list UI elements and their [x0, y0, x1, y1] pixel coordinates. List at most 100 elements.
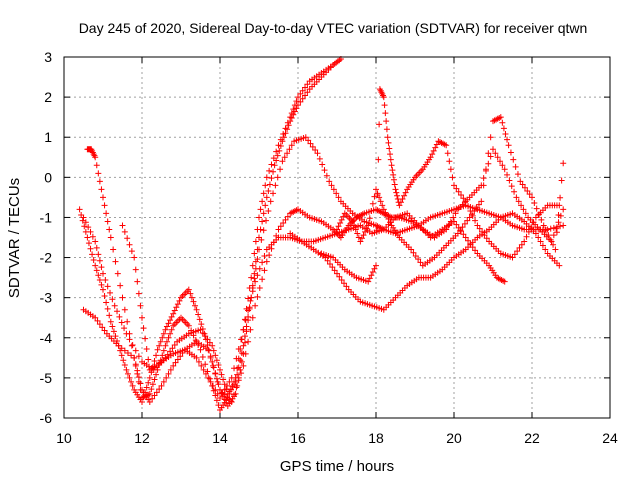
- data-point: [366, 215, 373, 222]
- data-point: [95, 170, 102, 177]
- data-point: [371, 265, 378, 272]
- data-series: [80, 134, 567, 397]
- data-point: [373, 262, 379, 269]
- data-point: [220, 376, 227, 383]
- data-point: [231, 391, 238, 398]
- data-point: [128, 352, 135, 359]
- data-point: [273, 157, 280, 164]
- data-point: [449, 174, 456, 181]
- data-point: [202, 333, 209, 340]
- data-series: [119, 210, 508, 401]
- data-point: [510, 156, 517, 163]
- data-point: [121, 347, 128, 354]
- data-point: [221, 386, 228, 393]
- data-point: [382, 209, 389, 216]
- data-point: [217, 394, 223, 401]
- data-point: [159, 352, 166, 359]
- data-point: [552, 246, 559, 253]
- data-point: [207, 378, 214, 385]
- data-point: [121, 228, 128, 235]
- data-point: [538, 216, 545, 223]
- data-point: [107, 289, 114, 296]
- data-point: [341, 280, 348, 287]
- data-point: [451, 218, 457, 225]
- data-point: [134, 367, 141, 374]
- data-point: [513, 194, 520, 201]
- data-point: [482, 166, 489, 173]
- data-point: [212, 352, 219, 359]
- data-point: [537, 238, 544, 245]
- data-point: [168, 326, 175, 333]
- data-point: [242, 317, 249, 324]
- data-point: [505, 142, 512, 149]
- data-point: [165, 370, 172, 377]
- data-point: [84, 234, 91, 241]
- data-point: [123, 366, 130, 373]
- data-point: [295, 94, 301, 101]
- data-point: [148, 386, 155, 393]
- data-point: [258, 236, 265, 243]
- x-tick-label: 18: [368, 430, 384, 446]
- data-point: [444, 150, 451, 157]
- data-point: [173, 304, 180, 311]
- data-point: [251, 275, 258, 282]
- data-point: [196, 316, 203, 323]
- data-point: [257, 206, 264, 213]
- data-point: [373, 227, 380, 234]
- data-point: [101, 327, 108, 334]
- data-point: [443, 142, 450, 149]
- data-point: [100, 270, 106, 277]
- data-point: [82, 219, 89, 226]
- data-point: [539, 242, 546, 249]
- data-point: [151, 392, 158, 399]
- x-tick-label: 16: [290, 430, 306, 446]
- data-point: [188, 294, 195, 301]
- data-point: [248, 294, 255, 301]
- data-points: [76, 56, 567, 413]
- data-point: [159, 334, 166, 341]
- data-point: [480, 182, 487, 189]
- data-point: [293, 105, 300, 112]
- data-point: [476, 225, 483, 232]
- data-point: [107, 234, 114, 241]
- data-point: [263, 258, 270, 265]
- data-point: [433, 141, 440, 148]
- data-point: [231, 365, 238, 372]
- data-point: [200, 366, 207, 373]
- y-tick-label: -4: [40, 330, 53, 346]
- data-point: [132, 361, 139, 368]
- data-point: [284, 150, 291, 157]
- data-point: [452, 210, 459, 217]
- data-point: [140, 325, 147, 332]
- data-point: [502, 131, 509, 138]
- data-point: [542, 246, 549, 253]
- data-point: [170, 310, 177, 317]
- data-point: [550, 232, 557, 239]
- data-point: [202, 370, 209, 377]
- data-point: [143, 384, 150, 391]
- data-point: [377, 198, 384, 205]
- data-point: [162, 326, 169, 333]
- data-point: [383, 126, 390, 133]
- data-point: [272, 182, 279, 189]
- data-point: [172, 359, 179, 366]
- data-point: [393, 189, 400, 196]
- data-point: [100, 286, 106, 293]
- data-point: [202, 361, 209, 368]
- data-point: [126, 241, 133, 248]
- data-point: [240, 342, 247, 349]
- data-point: [124, 370, 131, 377]
- data-point: [187, 290, 194, 297]
- data-point: [109, 323, 116, 330]
- data-point: [553, 225, 560, 232]
- data-point: [209, 358, 216, 365]
- data-point: [307, 140, 314, 147]
- data-point: [553, 229, 560, 236]
- data-point: [343, 283, 350, 290]
- data-point: [96, 277, 103, 284]
- data-point: [504, 171, 511, 178]
- data-point: [335, 223, 342, 230]
- data-point: [417, 259, 424, 266]
- data-point: [101, 202, 108, 209]
